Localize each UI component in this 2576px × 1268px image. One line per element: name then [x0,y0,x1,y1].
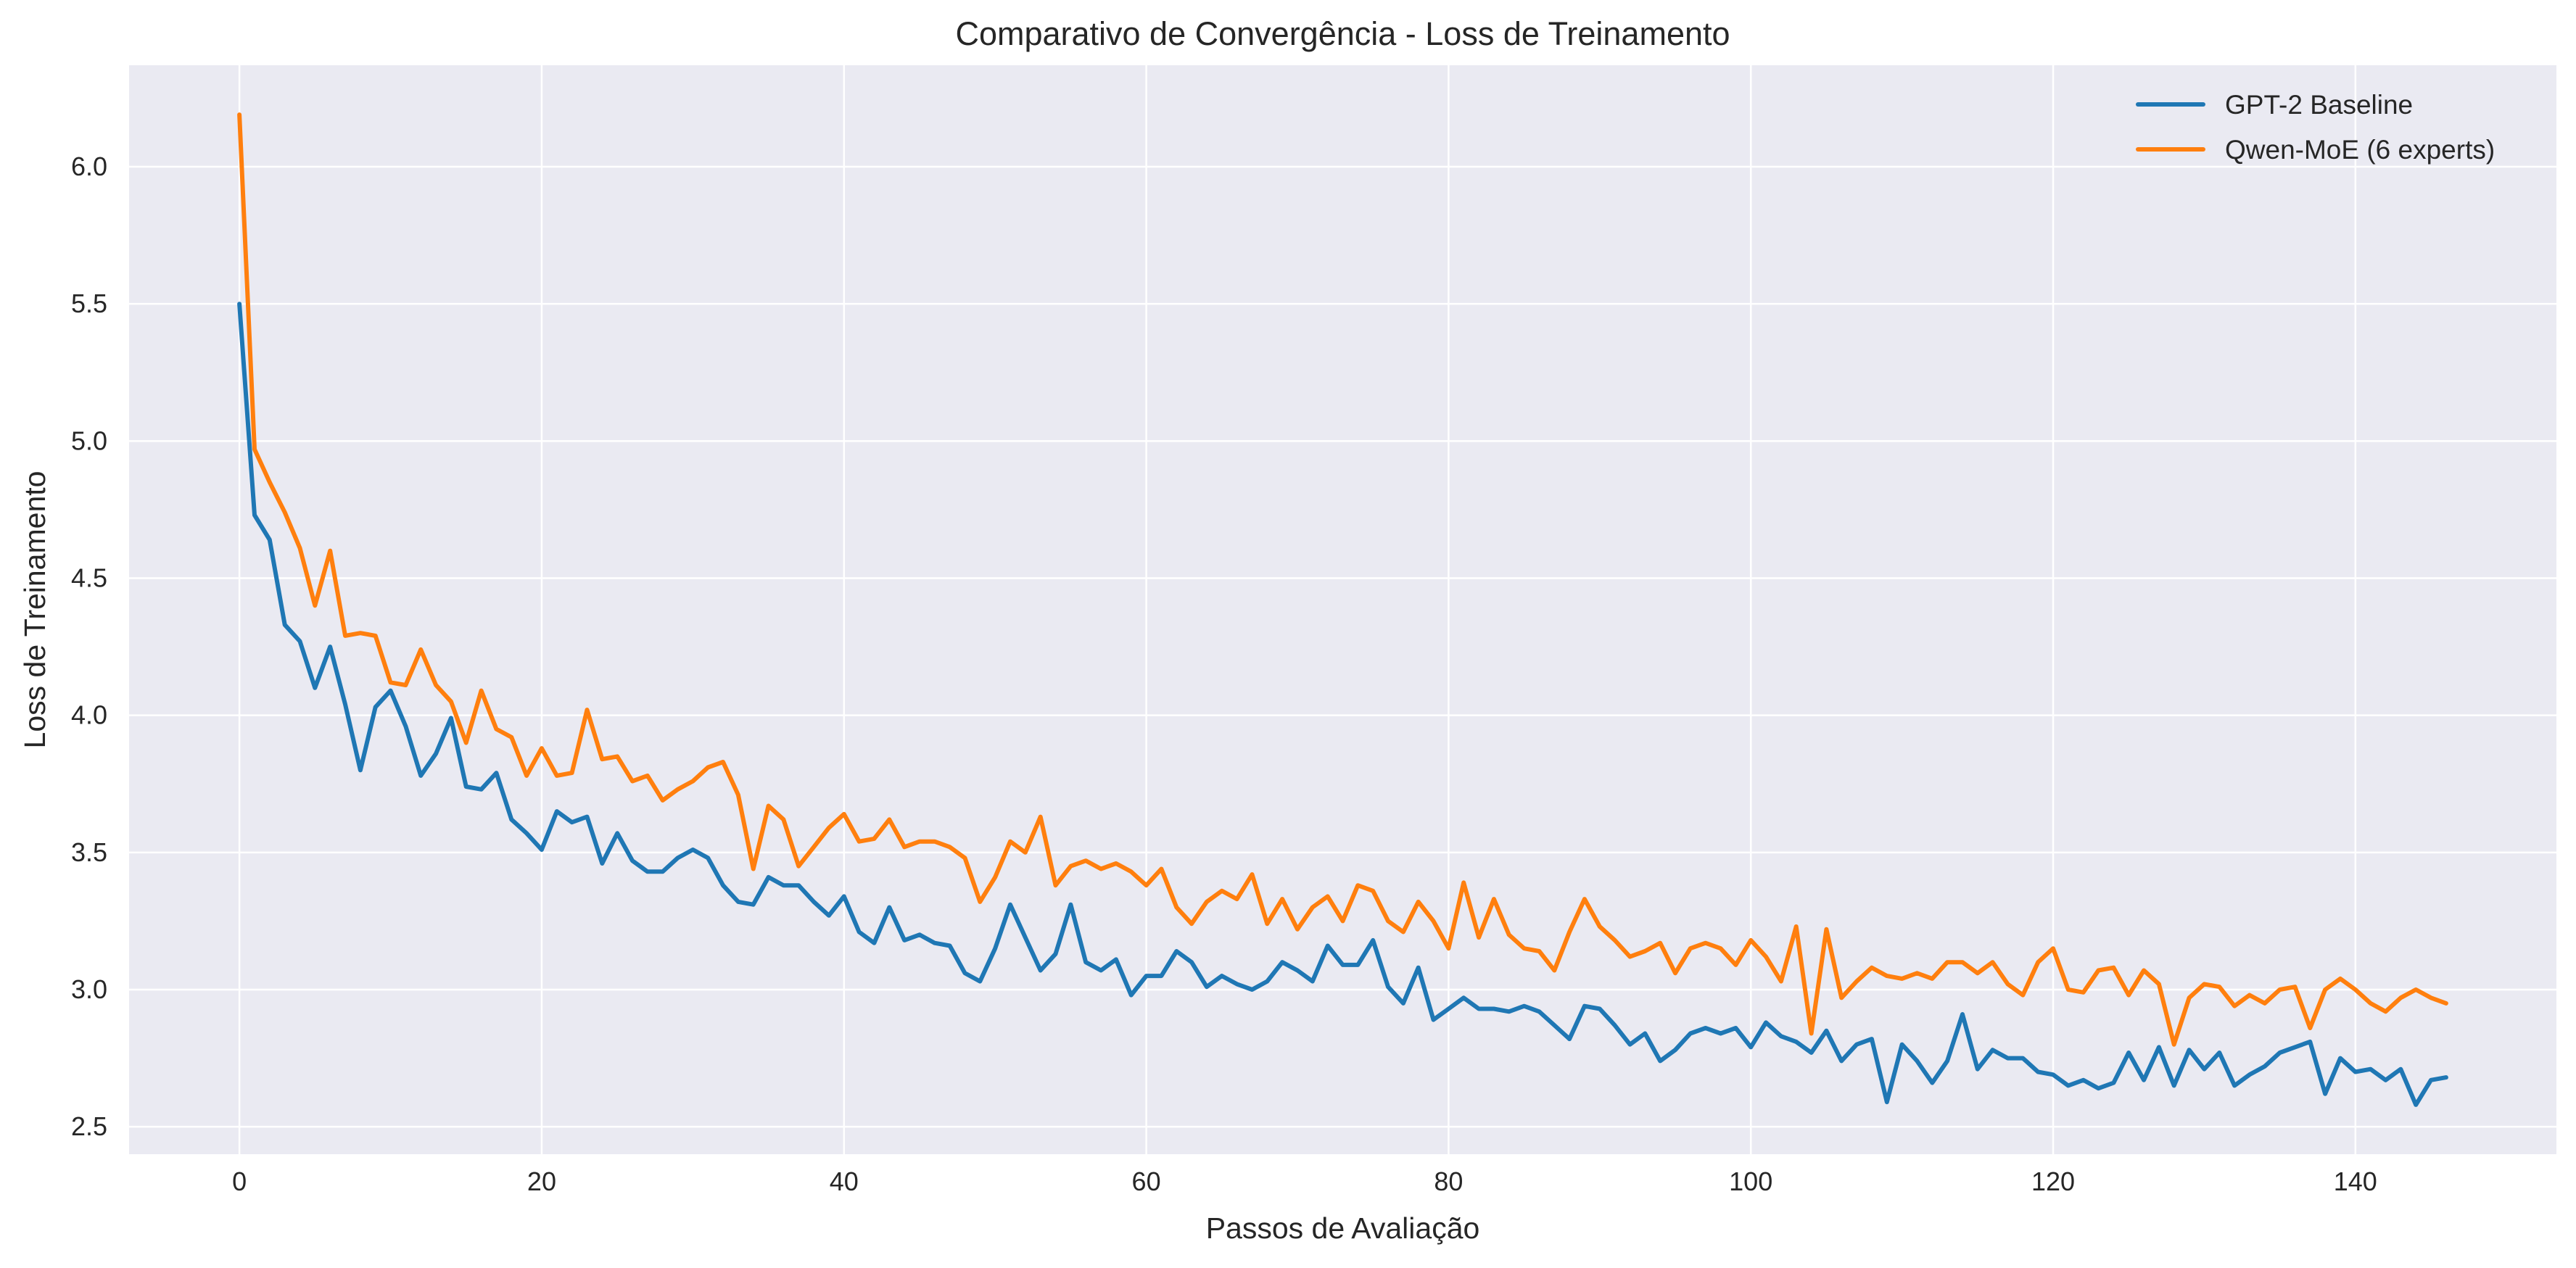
x-tick-label: 20 [527,1167,556,1196]
x-tick-label: 80 [1434,1167,1463,1196]
y-tick-label: 3.5 [71,837,107,867]
legend-label-2: Qwen-MoE (6 experts) [2225,135,2495,165]
series-line-2 [237,112,2448,1047]
chart-title: Comparativo de Convergência - Loss de Tr… [955,15,1730,52]
y-tick-label: 3.0 [71,974,107,1004]
y-tick-label: 6.0 [71,152,107,181]
y-tick-label: 4.5 [71,563,107,592]
legend-label-1: GPT-2 Baseline [2225,90,2413,120]
y-tick-label: 4.0 [71,700,107,730]
x-tick-label: 140 [2334,1167,2377,1196]
y-tick-label: 5.5 [71,289,107,318]
plot-area [129,65,2556,1154]
x-axis-label: Passos de Avaliação [1206,1211,1480,1245]
x-tick-label: 100 [1729,1167,1772,1196]
series-layer [237,112,2448,1107]
x-tick-label: 120 [2031,1167,2075,1196]
series-line-1 [237,302,2448,1107]
grid [129,65,2556,1154]
y-tick-label: 5.0 [71,426,107,455]
x-tick-label: 0 [232,1167,247,1196]
x-tick-label: 40 [830,1167,859,1196]
x-axis: 0 20 40 60 80 100 120 140 [232,1167,2377,1196]
legend: GPT-2 Baseline Qwen-MoE (6 experts) [2136,90,2495,165]
y-tick-label: 2.5 [71,1111,107,1141]
y-axis-label: Loss de Treinamento [18,471,51,749]
x-tick-label: 60 [1132,1167,1161,1196]
y-axis: 2.5 3.0 3.5 4.0 4.5 5.0 5.5 6.0 [71,152,107,1141]
